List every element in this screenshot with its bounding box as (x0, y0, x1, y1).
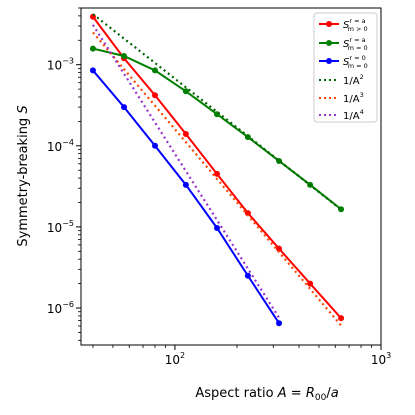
data-point (151, 142, 158, 149)
data-point (244, 272, 251, 279)
y-tick-label: 10−6 (47, 300, 74, 316)
legend-label: 1/A2 (343, 73, 364, 87)
data-point (182, 130, 189, 137)
data-point (276, 320, 283, 327)
data-point (214, 224, 221, 231)
data-point (182, 88, 189, 95)
y-tick-label: 10−4 (47, 138, 74, 154)
x-tick-label: 102 (165, 351, 185, 367)
data-point (276, 245, 283, 252)
x-axis-label: Aspect ratio A = R00/a (195, 386, 338, 403)
data-point (307, 280, 314, 287)
legend-label: 1/A4 (343, 108, 364, 122)
ticks-layer: 102 103 10−6 10−5 10−4 10−3 (47, 7, 391, 367)
series-line-4 (92, 31, 342, 327)
x-tick-label: 103 (371, 351, 391, 367)
data-point (338, 315, 345, 322)
y-tick-label: 10−5 (47, 219, 74, 235)
y-axis-label: Symmetry-breaking S (16, 105, 31, 246)
data-point (121, 104, 128, 111)
x-axis-label-text: Aspect ratio (195, 386, 277, 401)
data-point (182, 181, 189, 188)
legend-marker (326, 40, 332, 46)
data-point (151, 67, 158, 74)
data-point (244, 210, 251, 217)
data-point (89, 67, 96, 74)
data-point (89, 45, 96, 52)
data-point (151, 92, 158, 99)
legend-marker (326, 58, 332, 64)
data-point (121, 52, 128, 59)
data-point (214, 170, 221, 177)
series-layer (89, 13, 345, 327)
legend-label: 1/A3 (343, 91, 364, 105)
legend-marker (326, 21, 332, 27)
y-tick-label: 10−3 (47, 57, 74, 73)
